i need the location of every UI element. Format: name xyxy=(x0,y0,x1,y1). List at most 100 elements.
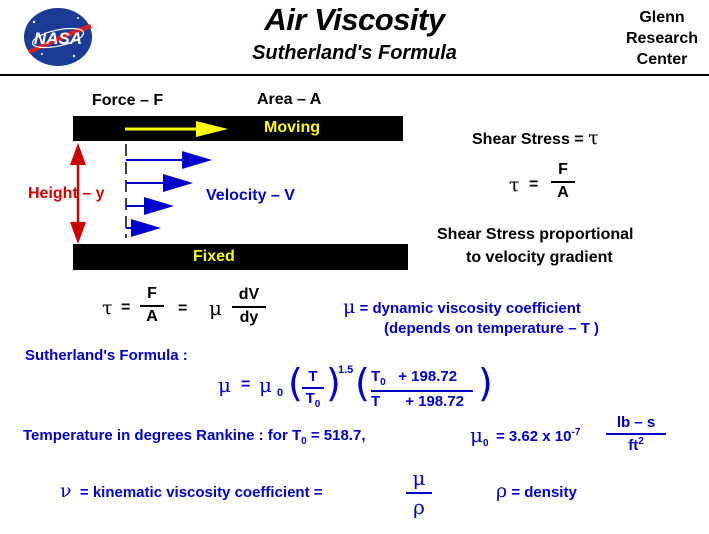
sutherland-mu0: μ xyxy=(259,373,272,397)
mu-definition-line-2: (depends on temperature – T ) xyxy=(384,320,600,337)
main-eq-tau: τ xyxy=(102,297,113,319)
sutherland-right-paren-2: ) xyxy=(478,361,493,405)
main-eq-num-1: F xyxy=(147,285,157,302)
sutherland-temp-num: T0 + 198.72 xyxy=(371,368,473,388)
main-eq-mu: μ xyxy=(209,296,222,320)
sutherland-equals: = xyxy=(241,376,251,393)
temperature-value: = 518.7, xyxy=(306,427,366,444)
kinematic-line: ν = kinematic viscosity coefficient = xyxy=(60,480,323,502)
force-label: Force – F xyxy=(92,92,164,109)
main-eq-num-2: dV xyxy=(238,286,260,303)
shear-stress-text: Shear Stress = xyxy=(472,131,584,148)
page-title: Air Viscosity xyxy=(264,2,445,37)
sutherland-temp-num-sub: 0 xyxy=(380,377,386,388)
header-divider xyxy=(0,74,709,76)
temperature-unit-den-exp: 2 xyxy=(638,436,644,447)
temperature-mu0-symbol: μ xyxy=(470,423,483,447)
sutherland-left-paren-1: ( xyxy=(288,361,303,405)
main-eq-equals-1: = xyxy=(121,299,131,316)
sutherland-temp-fraction: T0 + 198.72 T + 198.72 xyxy=(371,368,473,410)
height-label: Height – y xyxy=(28,185,105,202)
temperature-unit-den: ft2 xyxy=(606,436,666,454)
main-eq-fraction-1: F A xyxy=(140,285,164,326)
main-eq-fraction-2: dV dy xyxy=(232,286,266,327)
temperature-mu0-subscript: 0 xyxy=(483,438,489,450)
shear-proportional-line-2: to velocity gradient xyxy=(466,249,613,266)
kinematic-text: = kinematic viscosity coefficient = xyxy=(79,484,323,501)
sutherland-temp-num-t: T xyxy=(371,368,381,385)
center-line-3: Center xyxy=(636,51,688,68)
density-definition: ρ = density xyxy=(496,480,577,502)
temperature-coef-exponent: -7 xyxy=(571,427,581,438)
density-text: = density xyxy=(511,484,577,501)
kinematic-num: μ xyxy=(412,466,426,490)
kinematic-den: ρ xyxy=(413,495,425,519)
sutherland-ratio-den-t: T xyxy=(305,390,315,407)
shear-stress-label: Shear Stress = τ xyxy=(472,127,599,149)
sutherland-equation: μ = μ 0 ( T T0 ) 1.5 ( T0 + 198.72 T + 1… xyxy=(218,361,498,418)
area-label: Area – A xyxy=(257,91,322,108)
page-subtitle: Sutherland's Formula xyxy=(252,42,457,64)
velocity-arrow-2 xyxy=(126,174,193,192)
temperature-mu0: μ0 xyxy=(470,423,489,449)
temperature-text: Temperature in degrees Rankine : for T xyxy=(23,427,302,444)
height-arrow xyxy=(70,143,86,244)
shear-denominator: A xyxy=(557,184,569,201)
mu-definition-symbol: μ xyxy=(343,296,356,318)
center-line-1: Glenn xyxy=(639,9,685,26)
mu-definition-text: = dynamic viscosity coefficient xyxy=(359,300,581,317)
moving-label: Moving xyxy=(264,119,320,136)
shear-fraction: F A xyxy=(551,161,575,202)
sutherland-temp-den-add: + 198.72 xyxy=(405,393,464,410)
shear-numerator: F xyxy=(558,161,568,178)
main-eq-equals-2: = xyxy=(178,300,188,317)
shear-tau-symbol: τ xyxy=(588,127,599,149)
center-line-2: Research xyxy=(625,30,699,47)
sutherland-temp-bar xyxy=(371,390,473,392)
sutherland-ratio-num: T xyxy=(308,368,318,385)
temperature-t0-subscript: 0 xyxy=(301,436,307,447)
sutherland-label: Sutherland's Formula : xyxy=(25,347,188,364)
temperature-coef-text: = 3.62 x 10 xyxy=(496,428,572,445)
fixed-label: Fixed xyxy=(193,248,235,265)
nasa-logo-text: NASA xyxy=(34,29,82,48)
velocity-arrow-3 xyxy=(126,197,174,215)
velocity-arrow-1 xyxy=(126,151,212,169)
density-rho: ρ xyxy=(496,480,508,502)
sutherland-ratio-bar xyxy=(302,387,324,389)
kinematic-bar xyxy=(406,492,432,494)
temperature-coefficient: = 3.62 x 10-7 xyxy=(496,427,580,445)
force-arrow xyxy=(125,121,228,137)
velocity-arrow-4 xyxy=(126,219,161,237)
kinematic-nu: ν xyxy=(60,480,72,502)
sutherland-mu: μ xyxy=(218,373,231,397)
main-eq-den-2: dy xyxy=(239,309,259,326)
glenn-research-center: Glenn Research Center xyxy=(612,7,709,70)
nasa-logo: NASA xyxy=(20,6,96,68)
temperature-unit-bar xyxy=(606,433,666,435)
main-eq-bar-1 xyxy=(140,305,164,307)
sutherland-right-paren-1: ) xyxy=(326,361,341,405)
fixed-plate xyxy=(73,244,408,270)
kinematic-fraction: μ ρ xyxy=(406,466,432,519)
temperature-unit-fraction: lb – s ft2 xyxy=(606,414,666,454)
shear-proportional-line-1: Shear Stress proportional xyxy=(437,226,634,243)
main-eq-bar-2 xyxy=(232,306,266,308)
sutherland-ratio-fraction: T T0 xyxy=(302,368,324,410)
sutherland-temp-den: T + 198.72 xyxy=(371,393,473,410)
sutherland-temp-den-t: T xyxy=(371,393,381,410)
shear-equals: = xyxy=(529,176,539,193)
velocity-label: Velocity – V xyxy=(206,187,295,204)
sutherland-exponent: 1.5 xyxy=(338,364,354,376)
sutherland-left-paren-2: ( xyxy=(355,361,370,405)
temperature-unit-den-ft: ft xyxy=(628,437,639,454)
mu-definition-line-1: μ = dynamic viscosity coefficient xyxy=(343,296,581,318)
shear-tau: τ xyxy=(509,174,520,196)
sutherland-ratio-den: T0 xyxy=(302,390,324,410)
sutherland-temp-num-add: + 198.72 xyxy=(398,368,458,385)
temperature-line: Temperature in degrees Rankine : for T0 … xyxy=(23,427,366,447)
sutherland-ratio-den-sub: 0 xyxy=(314,399,321,410)
main-eq-den-1: A xyxy=(146,308,158,325)
sutherland-mu0-subscript: 0 xyxy=(277,387,284,399)
